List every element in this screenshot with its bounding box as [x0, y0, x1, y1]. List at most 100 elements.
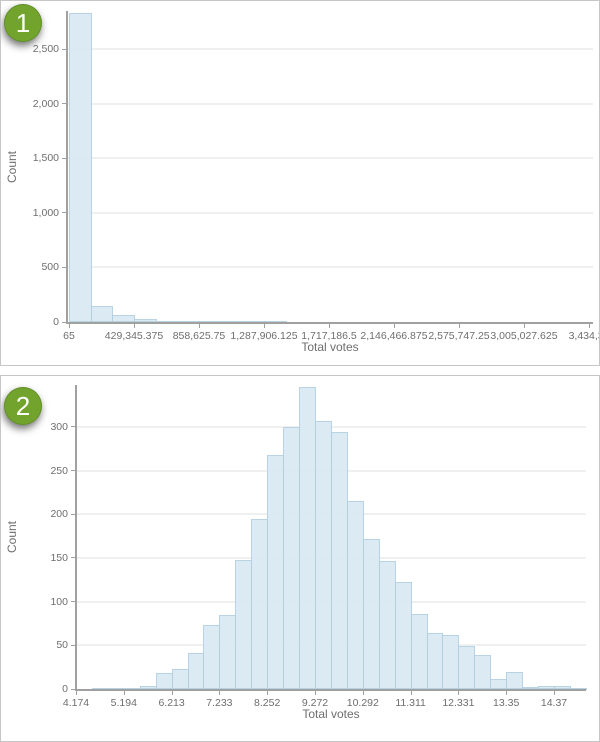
x-axis-line: [76, 689, 586, 691]
histogram-bar: [69, 12, 92, 322]
y-tick-label: 0: [62, 683, 68, 695]
x-tick-mark: [123, 691, 125, 695]
histogram-bar: [171, 668, 189, 689]
y-axis-line: [66, 11, 68, 324]
gridline: [67, 211, 593, 214]
histogram-bar: [134, 318, 157, 322]
histogram-bar: [410, 613, 428, 689]
histogram-bar: [251, 518, 269, 689]
histogram-bar: [378, 561, 396, 689]
y-axis-line: [75, 385, 77, 691]
y-tick-label: 300: [50, 420, 68, 433]
x-tick-label: 14.37: [540, 697, 568, 709]
x-tick-mark: [506, 691, 508, 695]
x-tick-mark: [267, 691, 269, 695]
x-axis-title-total-votes: Total votes: [301, 340, 359, 354]
histogram-bar: [267, 454, 285, 689]
x-tick-label: 1,287,906.125: [230, 330, 298, 342]
x-tick-label: 10.292: [346, 697, 379, 709]
y-tick-label: 1,000: [32, 206, 59, 219]
gridline: [67, 102, 593, 105]
x-tick-label: 65: [63, 330, 75, 342]
x-tick-mark: [69, 324, 70, 328]
y-tick-label: 50: [56, 639, 68, 652]
y-tick-mark: [71, 688, 76, 690]
y-tick-mark: [62, 157, 67, 159]
x-tick-label: 2,575,747.25: [428, 330, 490, 342]
y-tick-mark: [71, 601, 76, 603]
chart-panel-log-votes: 2 Count Total votes 0 50 100 150 200 250 300 4.…: [0, 375, 600, 742]
x-tick-mark: [219, 691, 221, 695]
histogram-bar: [235, 559, 253, 689]
y-tick-label: 150: [50, 551, 68, 564]
x-tick-mark: [458, 691, 460, 695]
x-tick-label: 3,434,30: [568, 330, 599, 342]
x-tick-mark: [315, 691, 316, 695]
y-tick-mark: [62, 212, 67, 214]
histogram-bar: [155, 673, 173, 689]
x-axis-line: [67, 322, 593, 324]
x-tick-label: 4.174: [62, 697, 90, 709]
y-tick-mark: [71, 557, 76, 559]
histogram-bar: [394, 582, 412, 689]
y-axis-title-count: Count: [5, 520, 19, 554]
x-tick-label: 1,717,186.5: [301, 330, 357, 342]
x-axis-title-total-votes: Total votes: [302, 707, 360, 721]
y-tick-label: 250: [50, 464, 68, 477]
y-tick-mark: [62, 266, 67, 268]
histogram-bar: [490, 678, 508, 689]
step-badge-2: 2: [4, 387, 42, 425]
histogram-bar: [426, 633, 444, 689]
y-tick-mark: [71, 513, 76, 515]
y-tick-label: 500: [41, 261, 59, 274]
histogram-bar: [442, 634, 460, 689]
y-tick-mark: [71, 470, 76, 472]
x-tick-mark: [524, 324, 525, 328]
x-tick-label: 13.35: [493, 697, 520, 709]
x-tick-label: 9.272: [301, 697, 329, 709]
gridline: [67, 48, 593, 51]
histogram-bar: [474, 654, 492, 689]
x-tick-mark: [554, 691, 555, 695]
x-tick-mark: [589, 324, 590, 328]
x-tick-label: 8.252: [254, 697, 281, 709]
y-tick-label: 0: [53, 316, 59, 328]
y-tick-label: 200: [50, 508, 68, 521]
y-axis-title-count: Count: [5, 150, 19, 183]
histogram-bar: [112, 315, 135, 322]
step-badge-1: 1: [4, 4, 42, 42]
x-tick-label: 11.311: [395, 697, 426, 709]
x-tick-mark: [264, 324, 265, 328]
y-tick-mark: [62, 321, 67, 323]
x-tick-label: 858,625.75: [172, 330, 226, 342]
x-tick-label: 12.331: [442, 697, 475, 709]
x-tick-label: 7.233: [206, 697, 233, 709]
histogram-bar: [458, 646, 476, 689]
x-tick-mark: [76, 691, 77, 695]
histogram-bar: [187, 653, 205, 689]
histogram-bar: [346, 501, 364, 689]
x-tick-mark: [362, 691, 364, 695]
histogram-bar: [299, 386, 316, 689]
x-tick-label: 5.194: [110, 697, 137, 709]
x-tick-mark: [394, 324, 395, 328]
x-tick-mark: [329, 324, 330, 328]
histogram-bar: [90, 306, 114, 322]
histogram-bar: [362, 538, 380, 689]
y-tick-label: 2,000: [32, 97, 59, 110]
chart-panel-raw-votes: 1 Count Total votes 0 500 1,000 1,500 2,000 2…: [0, 0, 600, 366]
y-tick-label: 100: [50, 595, 68, 608]
x-tick-label: 3,005,027.625: [490, 330, 558, 342]
x-tick-mark: [410, 691, 412, 695]
histogram-bar: [330, 432, 348, 689]
x-tick-mark: [171, 691, 173, 695]
x-tick-label: 429,345.375: [104, 330, 164, 342]
y-tick-label: 2,500: [32, 43, 59, 56]
y-tick-mark: [71, 644, 76, 646]
histogram-bar: [203, 625, 221, 689]
y-tick-mark: [62, 103, 67, 105]
gridline: [67, 157, 593, 160]
histogram-bar: [506, 672, 524, 689]
x-tick-mark: [134, 324, 135, 328]
